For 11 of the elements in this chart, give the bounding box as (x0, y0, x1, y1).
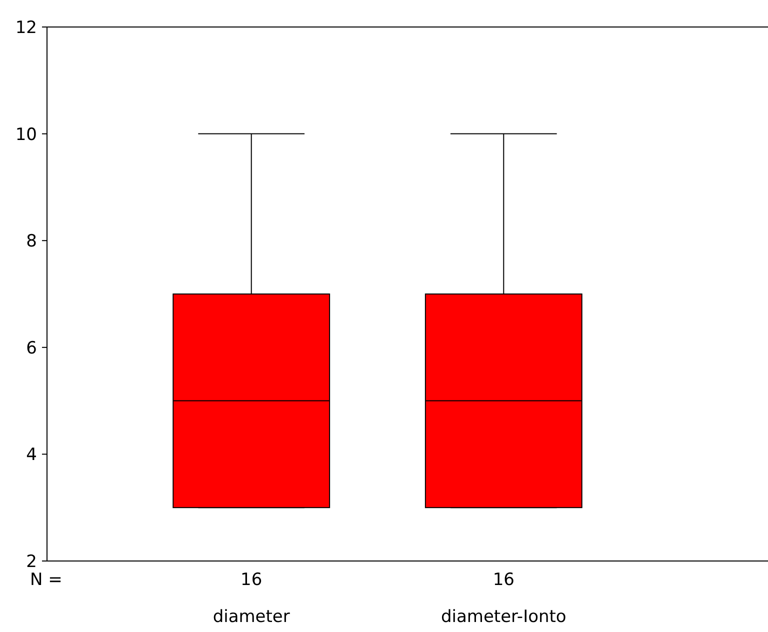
y-tick-label: 2 (26, 552, 37, 572)
x-tick-label: diameter-Ionto (440, 607, 566, 627)
y-tick-label: 4 (26, 445, 37, 466)
y-tick-label: 10 (15, 124, 37, 145)
y-tick-label: 12 (15, 18, 37, 38)
text: N = (30, 570, 62, 590)
text: 16 (240, 570, 262, 590)
y-tick-label: 6 (26, 338, 37, 358)
text: 16 (492, 570, 514, 590)
x-tick-label: diameter (212, 607, 290, 627)
y-tick-label: 8 (26, 232, 37, 252)
